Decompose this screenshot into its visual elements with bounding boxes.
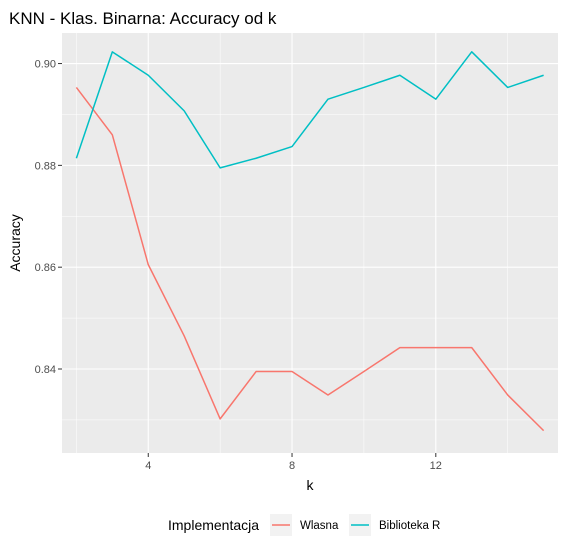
y-tick-label: 0.88 [35,160,56,172]
x-axis-ticks: 4 8 12 [145,453,442,472]
legend-title: Implementacja [168,517,259,533]
y-tick-label: 0.90 [35,59,56,71]
y-axis-ticks: 0.84 0.86 0.88 0.90 [35,59,62,376]
y-axis-title: Accuracy [7,214,23,272]
y-tick-label: 0.84 [35,364,56,376]
legend-label: Biblioteka R [379,520,440,532]
minor-gridlines [62,33,558,453]
series-lines [75,51,545,432]
series-line-wlasna [75,87,545,432]
x-tick-label: 4 [145,460,151,472]
major-gridlines [62,33,558,453]
legend: Implementacja Wlasna Biblioteka R [168,514,440,536]
legend-label: Wlasna [300,520,339,532]
plot-panel [62,33,558,453]
series-line-biblioteka-r [75,51,544,169]
y-tick-label: 0.86 [35,262,56,274]
x-axis-title: k [307,477,315,493]
chart-title: KNN - Klas. Binarna: Accuracy od k [9,9,277,28]
legend-items: Wlasna Biblioteka R [270,514,440,536]
x-tick-label: 8 [289,460,295,472]
x-tick-label: 12 [430,460,442,472]
